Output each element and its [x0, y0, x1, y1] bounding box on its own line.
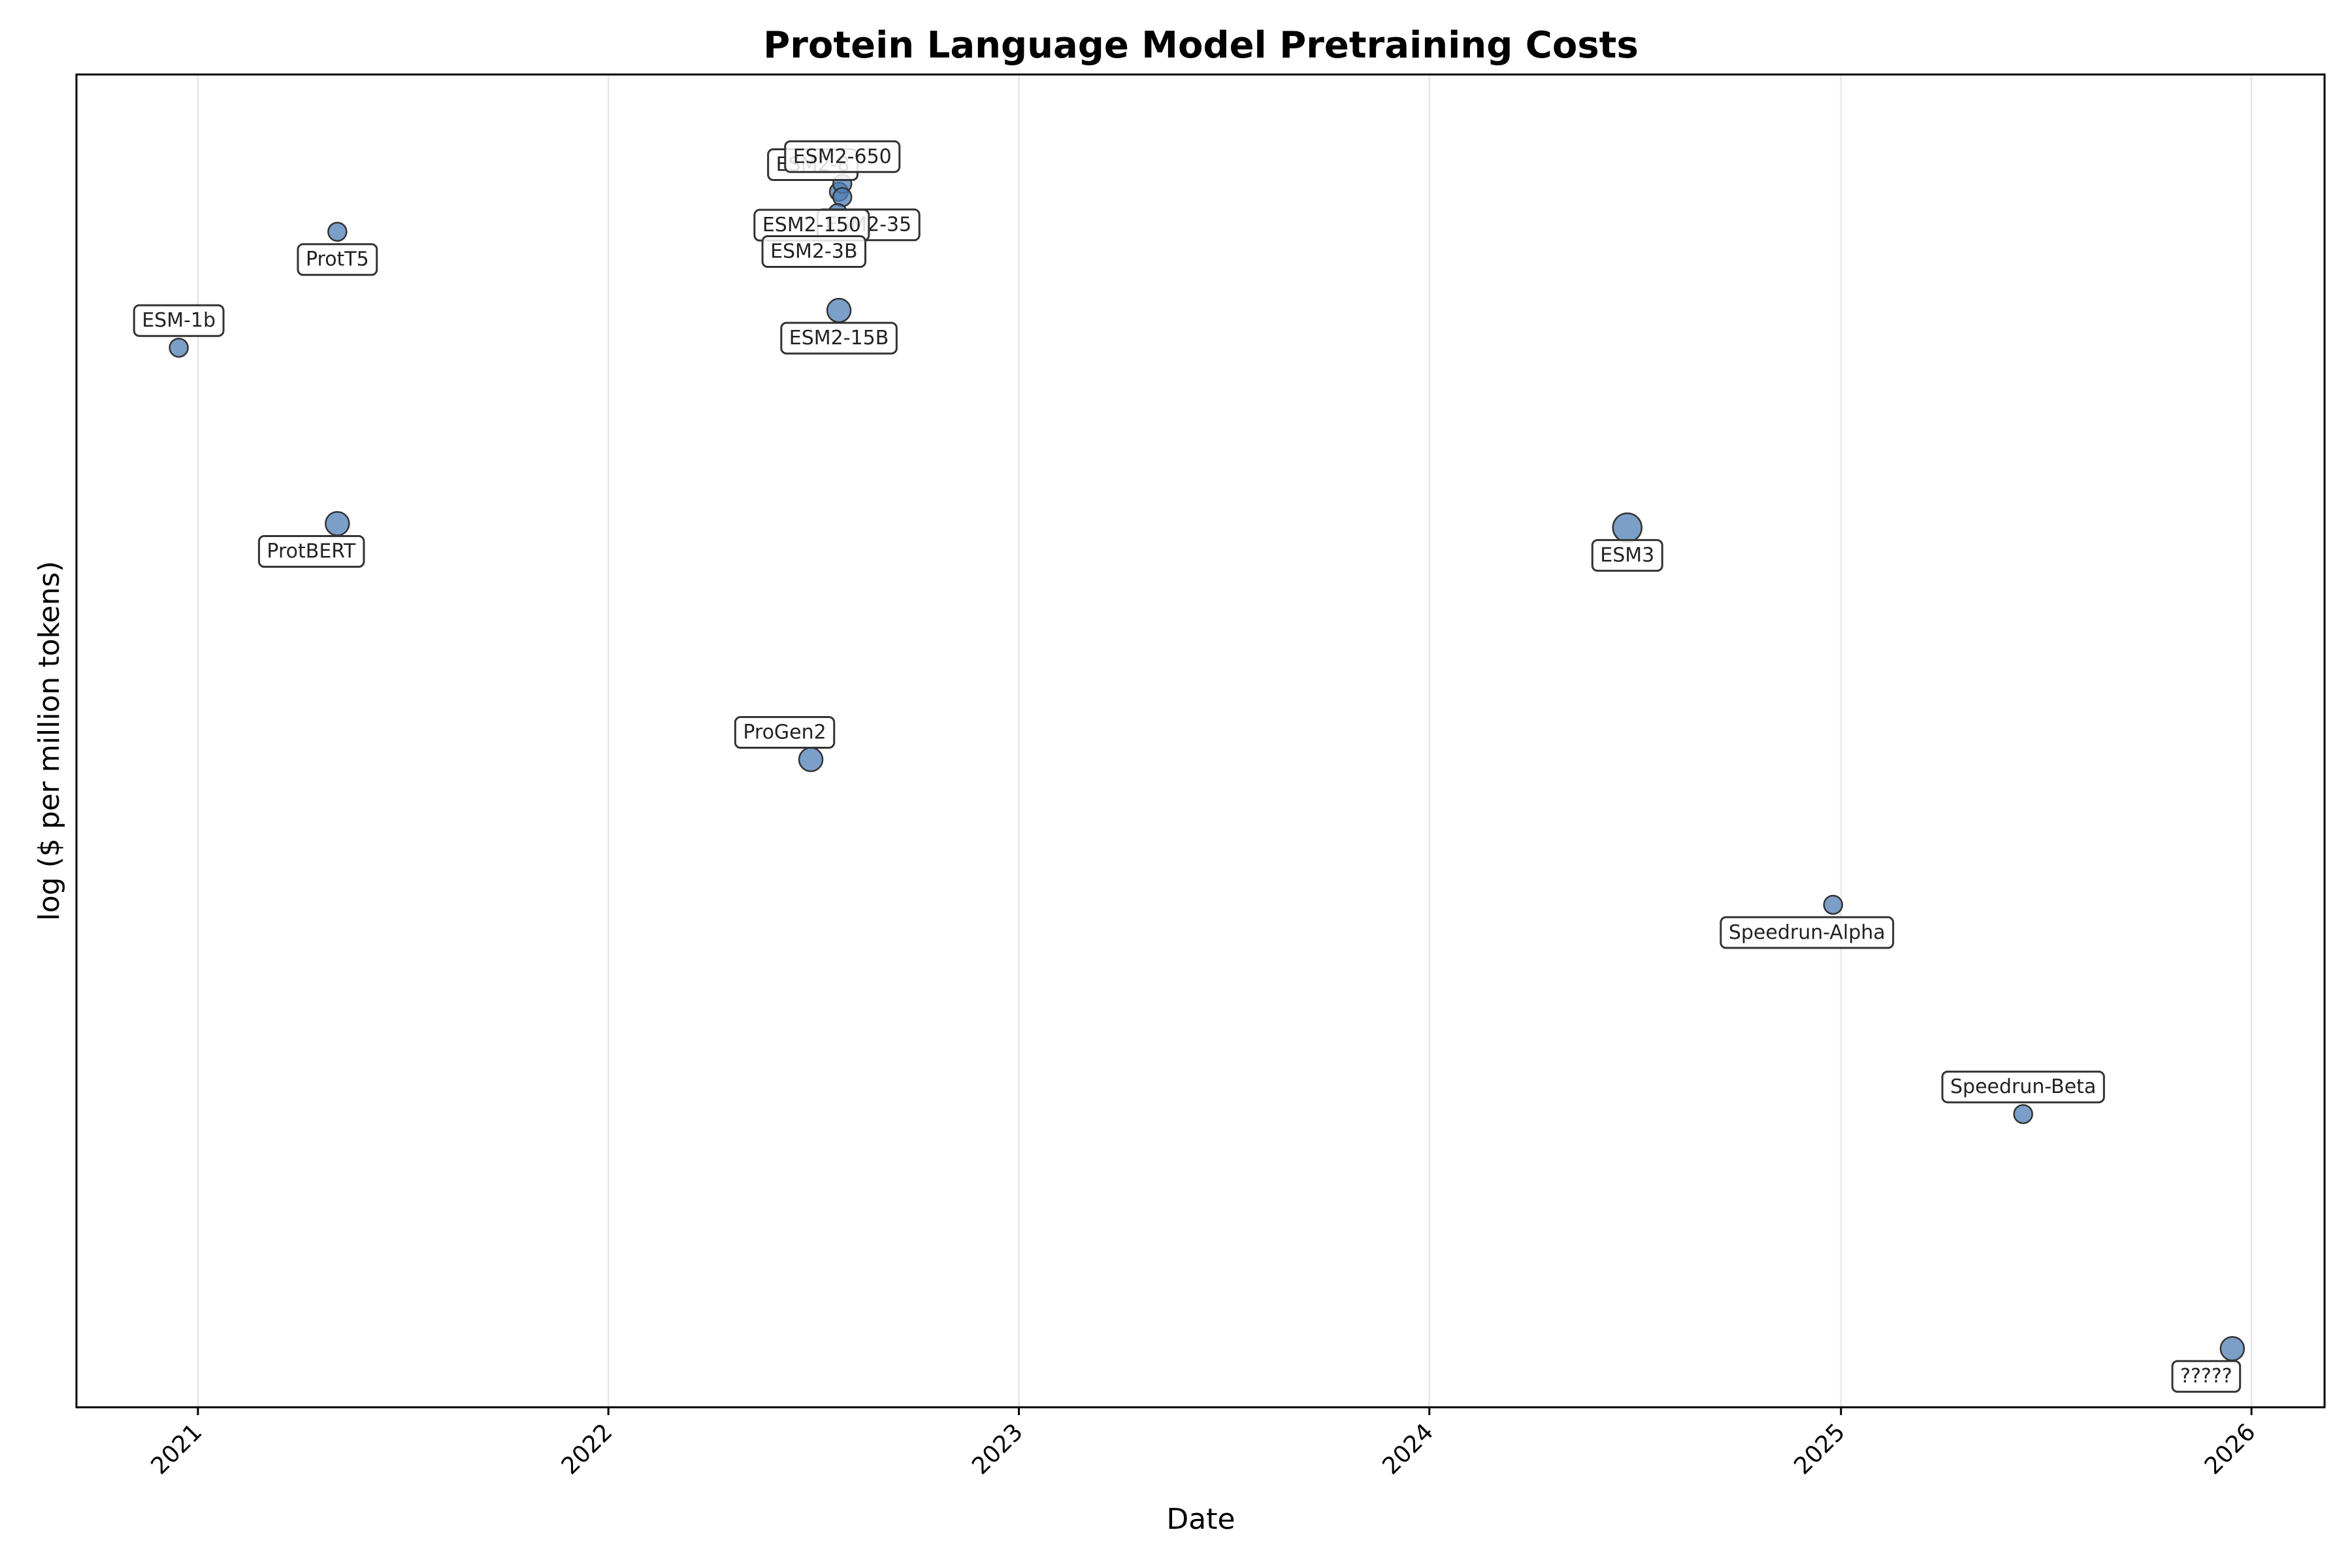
point-label: ProtBERT [257, 534, 365, 568]
point-label-box [1591, 539, 1663, 572]
data-point [2013, 1103, 2033, 1124]
data-point [826, 297, 852, 323]
point-label: ESM2-15B [780, 321, 898, 355]
x-tick-label: 2026 [2200, 1418, 2261, 1480]
point-label: ESM3 [1591, 539, 1663, 572]
point-label: ESM-1b [133, 304, 225, 337]
point-label: ESM2-150 [753, 208, 870, 242]
x-axis-label: Date [1166, 1503, 1235, 1536]
data-point [2219, 1335, 2246, 1362]
point-label-text: ESM2-3B [770, 240, 857, 263]
point-label-box [257, 534, 365, 568]
point-label: ProtT5 [297, 243, 378, 276]
point-label-box [734, 716, 836, 749]
data-point [1612, 512, 1643, 543]
point-label-text: ESM3 [1600, 544, 1654, 567]
chart-title: Protein Language Model Pretraining Costs [763, 24, 1639, 67]
gridlines [197, 74, 2253, 1407]
point-label: ProGen2 [734, 716, 836, 749]
point-label-box [780, 321, 898, 355]
point-label: ESM2-3B [761, 235, 867, 268]
data-point [327, 221, 348, 242]
point-label-text: ESM2-15B [789, 327, 889, 350]
x-tick-label: 2024 [1377, 1418, 1439, 1480]
point-label-text: Speedrun-Alpha [1729, 921, 1886, 944]
point-label-text: ProtT5 [306, 248, 369, 271]
point-label-text: ProGen2 [743, 721, 826, 744]
point-label-box [1941, 1070, 2105, 1103]
plot-area-frame [75, 73, 2326, 1409]
point-label: ESM2-650 [784, 140, 901, 173]
point-label-box [133, 304, 225, 337]
point-label-box [297, 243, 378, 276]
point-label-box [784, 140, 901, 173]
data-point [1823, 894, 1844, 915]
point-label-text: ProtBERT [267, 540, 356, 563]
data-point [798, 747, 824, 772]
point-label-text: ????? [2180, 1365, 2232, 1388]
point-label-text: Speedrun-Beta [1950, 1075, 2096, 1098]
data-labels: ESM-1bProtT5ProtBERTESM2-8ESM2-650ESM2-3… [133, 140, 2242, 1393]
y-axis-label: log ($ per million tokens) [33, 561, 66, 921]
point-label-box [761, 235, 867, 268]
point-label-text: ESM-1b [142, 309, 216, 332]
point-label-box [1720, 916, 1895, 949]
point-label-text: ESM2-650 [793, 145, 892, 168]
data-point [169, 337, 189, 358]
x-tick-label: 2025 [1789, 1418, 1850, 1480]
data-point [325, 511, 350, 536]
point-label-text: ESM2-150 [762, 214, 861, 237]
x-tick-label: 2023 [967, 1418, 1028, 1480]
x-tick-label: 2022 [557, 1418, 618, 1480]
point-label: Speedrun-Beta [1941, 1070, 2105, 1103]
x-axis-ticks: 2021 2022 2023 2024 2025 2026 [146, 1407, 2261, 1480]
point-label: ????? [2171, 1360, 2242, 1393]
x-tick-label: 2021 [146, 1418, 207, 1480]
data-points [169, 174, 2246, 1362]
point-label-box [2171, 1360, 2242, 1393]
point-label: Speedrun-Alpha [1720, 916, 1895, 949]
